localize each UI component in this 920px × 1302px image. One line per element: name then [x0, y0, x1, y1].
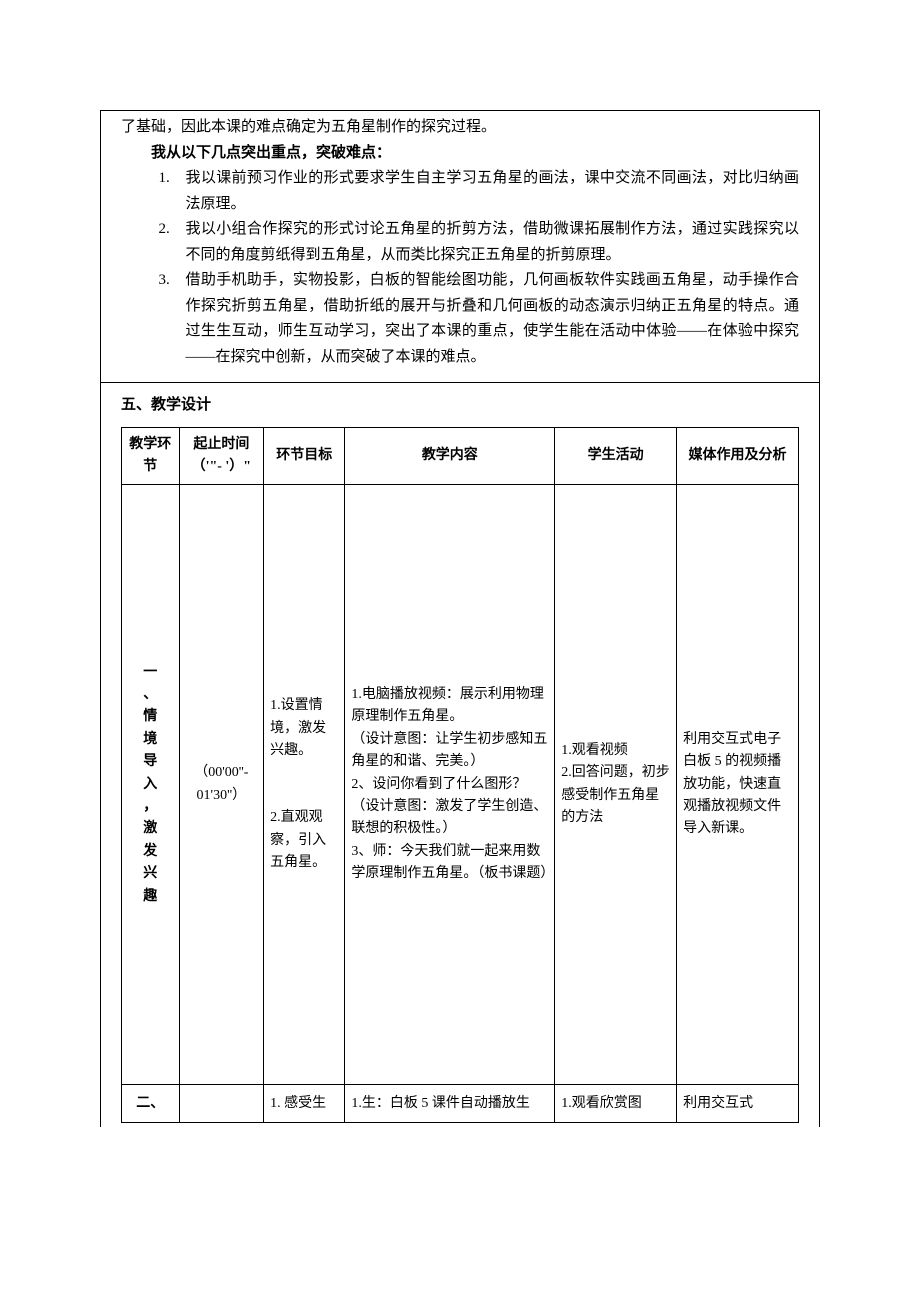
intro-tail-text: 了基础，因此本课的难点确定为五角星制作的探究过程。	[121, 115, 799, 141]
cell-media-1: 利用交互式电子白板 5 的视频播放功能，快速直观播放视频文件导入新课。	[677, 485, 799, 1085]
cell-content-1: 1.电脑播放视频：展示利用物理原理制作五角星。（设计意图：让学生初步感知五角星的…	[345, 485, 555, 1085]
cell-content-2: 1.生：白板 5 课件自动播放生	[345, 1085, 555, 1123]
key-points-list: 1. 我以课前预习作业的形式要求学生自主学习五角星的画法，课中交流不同画法，对比…	[121, 166, 799, 370]
teaching-plan-table: 教学环节 起止时间 （'"- '）" 环节目标 教学内容 学生活动 媒体作用及分…	[121, 427, 799, 1124]
header-activity: 学生活动	[555, 427, 677, 485]
cell-goal-1: 1.设置情境，激发兴趣。2.直观观察，引入五角星。	[264, 485, 345, 1085]
table-row: 一、情境导入，激发兴趣 （00'00''- 01'30''） 1.设置情境，激发…	[122, 485, 799, 1085]
list-item: 3. 借助手机助手，实物投影，白板的智能绘图功能，几何画板软件实践画五角星，动手…	[159, 268, 800, 370]
list-item: 1. 我以课前预习作业的形式要求学生自主学习五角星的画法，课中交流不同画法，对比…	[159, 166, 800, 217]
cell-media-2: 利用交互式	[677, 1085, 799, 1123]
table-row: 二、 1. 感受生 1.生：白板 5 课件自动播放生 1.观看欣赏图 利用交互式	[122, 1085, 799, 1123]
header-stage: 教学环节	[122, 427, 180, 485]
stage-1-text: 一、情境导入，激发兴趣	[143, 665, 157, 904]
key-methods-heading: 我从以下几点突出重点，突破难点：	[121, 141, 799, 167]
item-number: 1.	[159, 166, 170, 192]
header-content: 教学内容	[345, 427, 555, 485]
cell-activity-1: 1.观看视频2.回答问题，初步感受制作五角星的方法	[555, 485, 677, 1085]
cell-time-1: （00'00''- 01'30''）	[179, 485, 264, 1085]
item-number: 2.	[159, 217, 170, 243]
section-difficulties: 了基础，因此本课的难点确定为五角星制作的探究过程。 我从以下几点突出重点，突破难…	[101, 111, 819, 383]
header-goal: 环节目标	[264, 427, 345, 485]
header-time: 起止时间 （'"- '）"	[179, 427, 264, 485]
document-frame: 了基础，因此本课的难点确定为五角星制作的探究过程。 我从以下几点突出重点，突破难…	[100, 110, 820, 1127]
list-item: 2. 我以小组合作探究的形式讨论五角星的折剪方法，借助微课拓展制作方法，通过实践…	[159, 217, 800, 268]
header-time-line1: 起止时间	[193, 437, 249, 452]
cell-time-2	[179, 1085, 264, 1123]
table-header-row: 教学环节 起止时间 （'"- '）" 环节目标 教学内容 学生活动 媒体作用及分…	[122, 427, 799, 485]
item-text: 我以小组合作探究的形式讨论五角星的折剪方法，借助微课拓展制作方法，通过实践探究以…	[186, 221, 800, 263]
cell-stage-2: 二、	[122, 1085, 180, 1123]
cell-activity-2: 1.观看欣赏图	[555, 1085, 677, 1123]
section-teaching-design: 五、教学设计 教学环节 起止时间 （'"- '）" 环节目标 教学内容 学生活动…	[101, 383, 819, 1127]
header-media: 媒体作用及分析	[677, 427, 799, 485]
header-time-line2: （'"- '）"	[192, 459, 252, 474]
cell-stage-1: 一、情境导入，激发兴趣	[122, 485, 180, 1085]
section5-title: 五、教学设计	[121, 393, 799, 419]
item-text: 借助手机助手，实物投影，白板的智能绘图功能，几何画板软件实践画五角星，动手操作合…	[186, 272, 800, 365]
item-text: 我以课前预习作业的形式要求学生自主学习五角星的画法，课中交流不同画法，对比归纳画…	[186, 170, 800, 212]
cell-goal-2: 1. 感受生	[264, 1085, 345, 1123]
item-number: 3.	[159, 268, 170, 294]
